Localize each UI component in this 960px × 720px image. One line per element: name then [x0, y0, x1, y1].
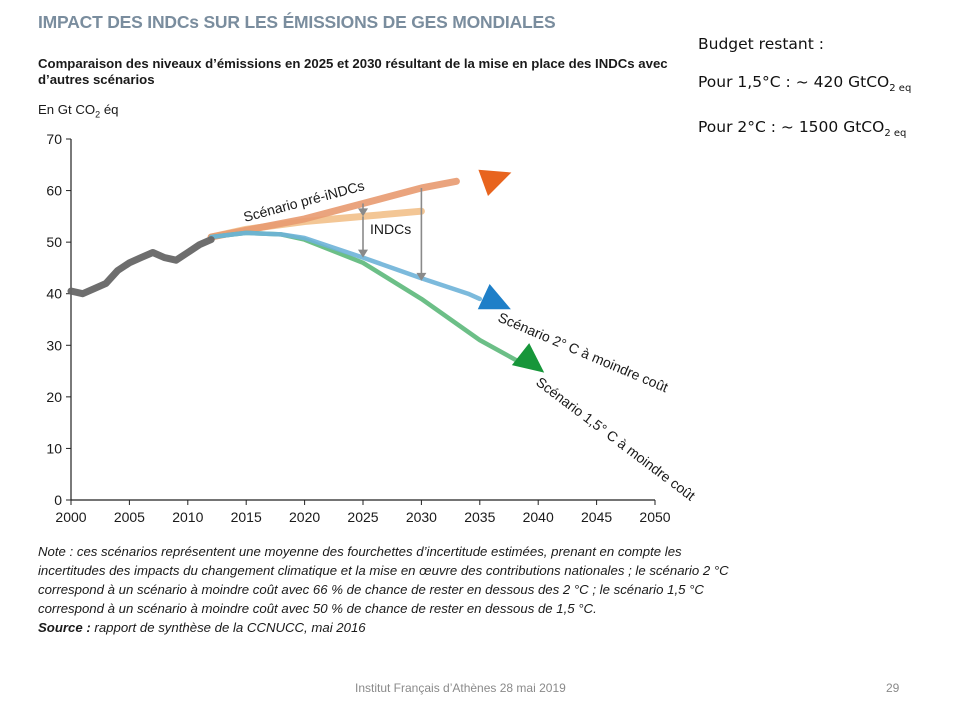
- budget-line-1-5-sub: 2 eq: [889, 83, 912, 95]
- series-line-two_degrees: [208, 230, 483, 302]
- gap-marker-arrow: [416, 272, 427, 281]
- y-tick-label: 0: [54, 492, 62, 508]
- footer-text: Institut Français d’Athènes 28 mai 2019: [355, 681, 566, 695]
- y-tick-label: 70: [46, 131, 62, 147]
- budget-box: Budget restant : Pour 1,5°C : ~ 420 GtCO…: [698, 34, 911, 162]
- note-text: Note : ces scénarios représentent une mo…: [38, 544, 729, 616]
- label-indcs: INDCs: [370, 221, 411, 237]
- slide-title: IMPACT DES INDCs SUR LES ÉMISSIONS DE GE…: [38, 12, 556, 32]
- unit-subscript: 2: [95, 109, 101, 120]
- x-tick-label: 2035: [464, 509, 495, 525]
- budget-line-2-text: Pour 2°C : ~ 1500 GtCO: [698, 118, 885, 137]
- chart-note: Note : ces scénarios représentent une mo…: [38, 542, 738, 637]
- y-tick-label: 50: [46, 234, 62, 250]
- unit-suffix: éq: [100, 102, 119, 117]
- arrow-head: [511, 343, 545, 373]
- source-text: rapport de synthèse de la CCNUCC, mai 20…: [90, 620, 366, 635]
- x-tick-label: 2010: [172, 509, 203, 525]
- chart-subtitle: Comparaison des niveaux d’émissions en 2…: [38, 56, 668, 87]
- x-tick-label: 2050: [639, 509, 670, 525]
- series-layer: [67, 177, 529, 369]
- x-tick-label: 2030: [406, 509, 437, 525]
- arrow-heads: [477, 169, 545, 373]
- unit-label: En Gt CO2 éq: [38, 102, 119, 120]
- x-tick-label: 2025: [347, 509, 378, 525]
- gap-markers: [358, 187, 427, 281]
- y-tick-label: 60: [46, 183, 62, 199]
- y-tick-label: 20: [46, 389, 62, 405]
- label-two-degrees: Scénario 2° C à moindre coût: [496, 309, 671, 395]
- source-label: Source :: [38, 620, 91, 635]
- y-tick-label: 30: [46, 337, 62, 353]
- x-tick-label: 2040: [523, 509, 554, 525]
- arrow-head: [477, 284, 511, 310]
- budget-heading: Budget restant :: [698, 35, 824, 53]
- x-tick-label: 2000: [55, 509, 86, 525]
- series-line-historical: [67, 236, 215, 298]
- x-tick-label: 2045: [581, 509, 612, 525]
- gap-marker-arrow: [358, 208, 368, 217]
- budget-line-2: Pour 2°C : ~ 1500 GtCO2 eq: [698, 117, 911, 144]
- budget-line-2-sub: 2 eq: [884, 128, 907, 140]
- x-tick-label: 2015: [231, 509, 262, 525]
- page-number: 29: [886, 681, 900, 695]
- gap-marker-arrow: [358, 249, 368, 258]
- x-tick-label: 2020: [289, 509, 320, 525]
- x-tick-label: 2005: [114, 509, 145, 525]
- budget-line-1-5-text: Pour 1,5°C : ~ 420 GtCO: [698, 73, 890, 91]
- y-tick-label: 40: [46, 286, 62, 302]
- label-one-five-degrees: Scénario 1,5° C à moindre coût: [533, 374, 698, 504]
- budget-line-1-5: Pour 1,5°C : ~ 420 GtCO2 eq: [698, 72, 911, 99]
- y-tick-label: 10: [46, 440, 62, 456]
- unit-prefix: En Gt CO: [38, 102, 96, 117]
- arrow-head: [478, 169, 512, 196]
